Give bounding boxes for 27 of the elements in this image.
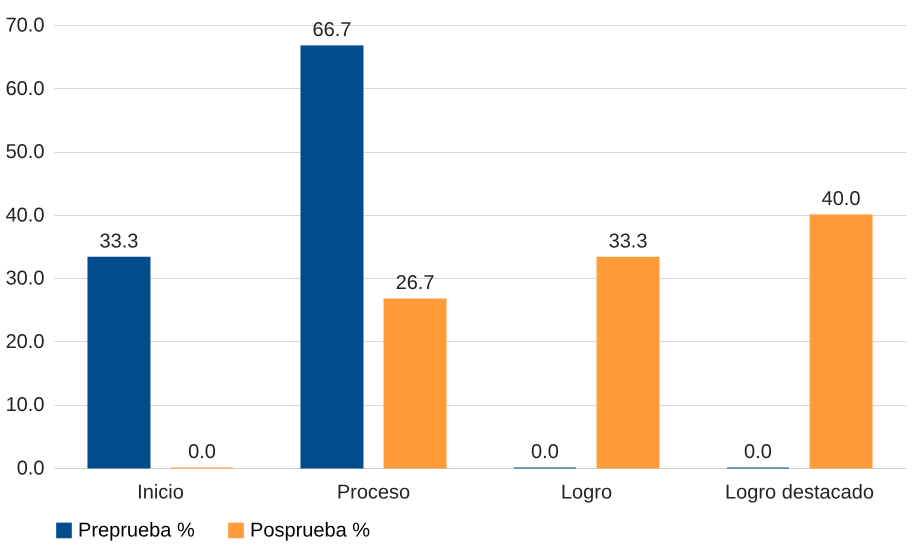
y-tick-label: 30.0 — [6, 268, 44, 290]
y-tick-label: 0.0 — [16, 458, 44, 480]
data-label: 66.7 — [312, 18, 352, 41]
y-tick-label: 40.0 — [6, 204, 44, 226]
y-tick-label: 60.0 — [6, 78, 44, 100]
data-label: 0.0 — [531, 441, 559, 463]
legend-label: Preprueba % — [78, 519, 195, 542]
data-label: 40.0 — [822, 188, 861, 210]
data-label: 26.7 — [396, 272, 435, 294]
bar — [300, 45, 364, 468]
x-tick-label: Proceso — [336, 482, 410, 504]
data-label: 33.3 — [99, 230, 138, 252]
x-tick-label: Inicio — [137, 482, 184, 504]
bar — [384, 298, 447, 468]
y-tick-label: 20.0 — [6, 330, 44, 353]
bar — [596, 256, 660, 468]
y-tick-label: 70.0 — [6, 14, 44, 36]
y-tick-label: 10.0 — [6, 394, 44, 416]
x-tick-label: Logro destacado — [724, 482, 874, 504]
x-tick-label: Logro — [560, 482, 612, 504]
bar — [810, 214, 873, 468]
data-label: 0.0 — [744, 441, 772, 463]
y-tick-label: 50.0 — [6, 141, 44, 164]
data-label: 33.3 — [608, 230, 648, 252]
legend-label: Posprueba % — [250, 519, 370, 542]
bar — [87, 256, 150, 468]
data-label: 0.0 — [188, 441, 216, 463]
